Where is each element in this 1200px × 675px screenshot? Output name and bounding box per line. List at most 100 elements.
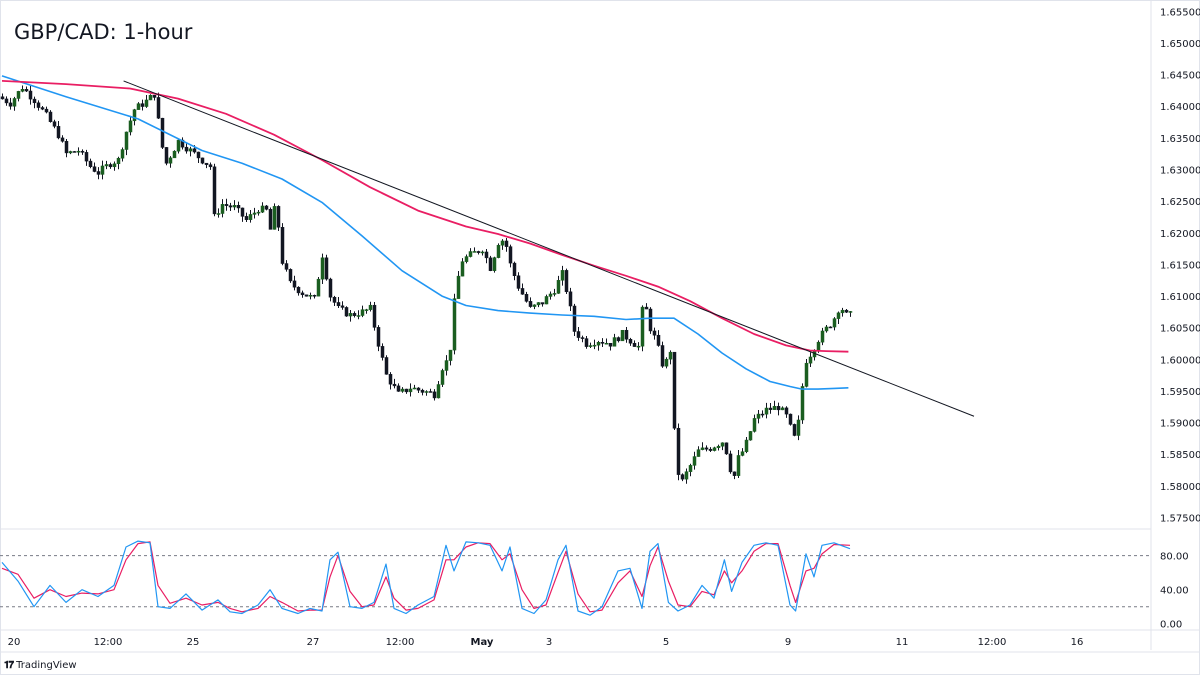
- bear-candle: [48, 111, 53, 122]
- bull-candle: [552, 293, 557, 295]
- bull-candle: [460, 261, 465, 277]
- price-tick-label: 1.60500: [1160, 324, 1200, 335]
- bull-candle: [496, 244, 501, 258]
- bear-candle: [704, 447, 709, 450]
- bear-candle: [404, 388, 409, 393]
- price-tick-label: 1.63000: [1160, 166, 1200, 177]
- bull-candle: [716, 445, 721, 449]
- bear-candle: [396, 385, 401, 392]
- bear-candle: [300, 292, 305, 296]
- bull-candle: [252, 212, 257, 215]
- bull-candle: [144, 99, 149, 107]
- bull-candle: [604, 342, 609, 345]
- price-tick-label: 1.65500: [1160, 7, 1200, 18]
- bull-candle: [76, 150, 81, 153]
- bull-candle: [712, 447, 717, 451]
- bear-candle: [204, 162, 209, 165]
- bear-candle: [632, 342, 637, 347]
- time-tick-label: 27: [307, 637, 320, 648]
- bull-candle: [100, 165, 105, 175]
- bull-candle: [168, 157, 173, 164]
- bull-candle: [696, 449, 701, 457]
- bear-candle: [484, 251, 489, 259]
- bull-candle: [408, 388, 413, 393]
- price-tick-label: 1.64500: [1160, 71, 1200, 82]
- bull-candle: [668, 351, 673, 360]
- stoch-tick-label: 0.00: [1160, 620, 1182, 631]
- bull-candle: [744, 439, 749, 452]
- bear-candle: [184, 146, 189, 152]
- bear-candle: [140, 103, 145, 107]
- bear-candle: [708, 448, 713, 451]
- bear-candle: [292, 280, 297, 288]
- bull-candle: [748, 431, 753, 441]
- bull-candle: [272, 206, 277, 230]
- bear-candle: [344, 307, 349, 317]
- bear-candle: [284, 263, 289, 270]
- bear-candle: [516, 275, 521, 289]
- time-tick-label: 3: [546, 637, 552, 648]
- bear-candle: [228, 205, 233, 208]
- price-tick-label: 1.63500: [1160, 134, 1200, 145]
- bear-candle: [304, 294, 309, 297]
- bear-candle: [656, 334, 661, 346]
- bear-candle: [760, 413, 765, 416]
- bear-candle: [476, 251, 481, 253]
- bear-candle: [92, 166, 97, 172]
- bull-candle: [548, 293, 553, 297]
- price-pane: [0, 75, 975, 484]
- price-tick-label: 1.59000: [1160, 419, 1200, 430]
- tradingview-brand: TradingView: [16, 660, 77, 671]
- bull-candle: [612, 337, 617, 347]
- bull-candle: [364, 309, 369, 311]
- time-tick-label: 9: [785, 637, 791, 648]
- bear-candle: [264, 205, 269, 210]
- bull-candle: [436, 384, 441, 399]
- bull-candle: [260, 205, 265, 213]
- tradingview-footer[interactable]: 𝟏𝟕 TradingView: [4, 660, 77, 671]
- bear-candle: [504, 240, 509, 247]
- bear-candle: [192, 148, 197, 153]
- bull-candle: [216, 213, 221, 215]
- bear-candle: [52, 121, 57, 127]
- bear-candle: [336, 302, 341, 307]
- bull-candle: [308, 295, 313, 297]
- bear-candle: [732, 471, 737, 476]
- bull-candle: [764, 407, 769, 415]
- bear-candle: [4, 98, 9, 104]
- bear-candle: [724, 442, 729, 455]
- bull-candle: [532, 304, 537, 307]
- bull-candle: [592, 344, 597, 347]
- bull-candle: [128, 120, 133, 133]
- bull-candle: [804, 362, 809, 387]
- bull-candle: [456, 275, 461, 299]
- bull-candle: [232, 205, 237, 208]
- bull-candle: [440, 370, 445, 385]
- bear-candle: [224, 204, 229, 206]
- bull-candle: [68, 151, 73, 154]
- bull-candle: [220, 204, 225, 214]
- bear-candle: [84, 152, 89, 162]
- stoch-tick-label: 40.00: [1160, 586, 1189, 597]
- bear-candle: [196, 151, 201, 159]
- price-tick-label: 1.59500: [1160, 387, 1200, 398]
- bear-candle: [828, 326, 833, 329]
- ma-fast-line: [1, 75, 849, 390]
- bear-candle: [388, 374, 393, 385]
- bear-candle: [352, 313, 357, 316]
- bear-candle: [152, 94, 157, 98]
- bear-candle: [36, 102, 41, 108]
- time-tick-label: 12:00: [978, 637, 1007, 648]
- bull-candle: [588, 345, 593, 347]
- bull-candle: [824, 326, 829, 332]
- bear-candle: [324, 257, 329, 280]
- bear-candle: [28, 90, 33, 100]
- bear-candle: [792, 424, 797, 436]
- bull-candle: [248, 214, 253, 220]
- bull-candle: [740, 451, 745, 456]
- bear-candle: [564, 270, 569, 293]
- bull-candle: [780, 407, 785, 411]
- bear-candle: [72, 151, 77, 153]
- bear-candle: [64, 141, 69, 154]
